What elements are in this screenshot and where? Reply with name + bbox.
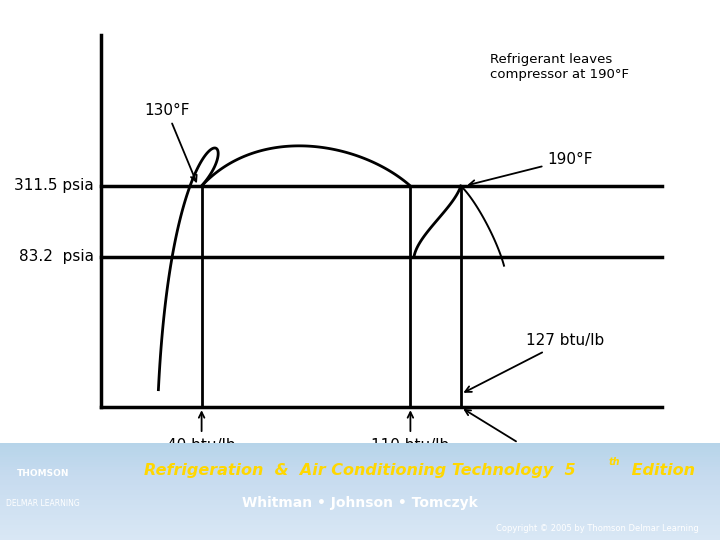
Text: 40 btu/lb: 40 btu/lb [167,438,236,454]
Text: Refrigeration  &  Air Conditioning Technology  5: Refrigeration & Air Conditioning Technol… [144,463,576,477]
Text: 83.2  psia: 83.2 psia [19,249,94,264]
Text: 130°F: 130°F [144,103,197,181]
Text: Copyright © 2005 by Thomson Delmar Learning: Copyright © 2005 by Thomson Delmar Learn… [495,524,698,533]
Text: 190°F: 190°F [469,152,593,186]
Text: 110 btu/lb: 110 btu/lb [372,438,449,454]
Text: Edition: Edition [626,463,696,477]
Text: THOMSON: THOMSON [17,469,69,478]
Text: 127 btu/lb: 127 btu/lb [465,333,604,392]
Text: 112 btu/lb: 112 btu/lb [526,445,604,460]
Text: DELMAR LEARNING: DELMAR LEARNING [6,498,80,508]
Text: th: th [608,457,620,467]
Text: Refrigerant leaves
compressor at 190°F: Refrigerant leaves compressor at 190°F [490,53,629,81]
Text: 311.5 psia: 311.5 psia [14,179,94,193]
Text: Whitman • Johnson • Tomczyk: Whitman • Johnson • Tomczyk [242,496,478,510]
